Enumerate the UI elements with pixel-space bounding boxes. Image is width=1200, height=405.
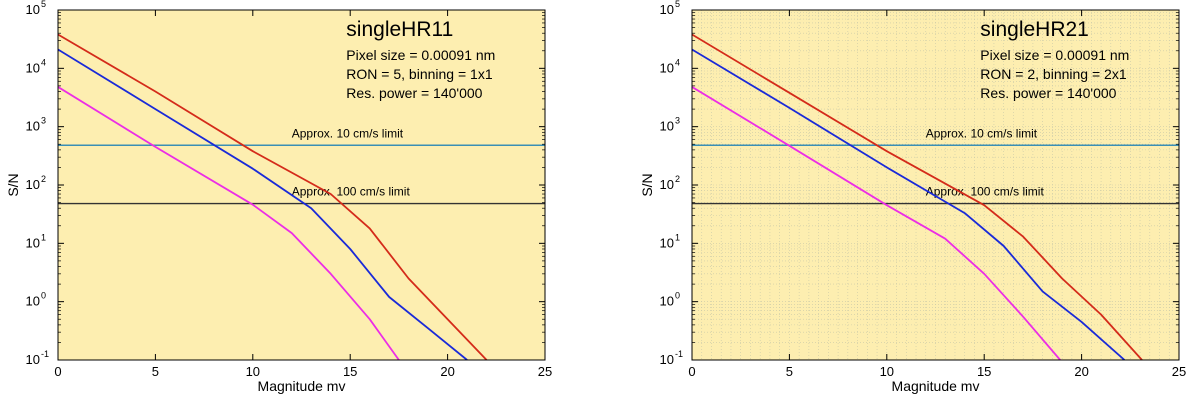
series-line-2 bbox=[692, 48, 1126, 360]
limit-label-1: Approx. 10 cm/s limit bbox=[926, 126, 1038, 140]
chart-info-line-1: Pixel size = 0.00091 nm bbox=[346, 47, 495, 63]
chart-info-line-2: RON = 5, binning = 1x1 bbox=[346, 66, 493, 82]
y-tick-exponent: 0 bbox=[675, 291, 680, 301]
y-tick-exponent: 2 bbox=[41, 174, 46, 184]
series-line-1 bbox=[692, 33, 1143, 360]
y-tick-exponent: 1 bbox=[675, 232, 680, 242]
x-tick-label: 25 bbox=[1172, 364, 1186, 379]
y-tick-exponent: -1 bbox=[675, 349, 683, 359]
y-tick-label: 10 bbox=[660, 60, 674, 75]
series-line-1 bbox=[58, 33, 488, 360]
y-tick-exponent: 4 bbox=[41, 57, 46, 67]
x-tick-label: 0 bbox=[54, 364, 61, 379]
y-tick-label: 10 bbox=[660, 119, 674, 134]
x-tick-label: 0 bbox=[688, 364, 695, 379]
chart-title: singleHR21 bbox=[980, 18, 1089, 41]
y-tick-label: 10 bbox=[660, 352, 674, 367]
x-tick-label: 10 bbox=[880, 364, 894, 379]
chart-title: singleHR11 bbox=[346, 18, 453, 41]
y-tick-exponent: 1 bbox=[41, 232, 46, 242]
y-tick-exponent: -1 bbox=[41, 349, 49, 359]
y-tick-label: 10 bbox=[26, 2, 40, 17]
y-tick-label: 10 bbox=[660, 235, 674, 250]
x-tick-label: 20 bbox=[1074, 364, 1088, 379]
y-axis-label: S/N bbox=[639, 173, 655, 196]
plot-frame bbox=[57, 9, 546, 361]
y-tick-exponent: 3 bbox=[675, 116, 680, 126]
x-tick-label: 10 bbox=[246, 364, 260, 379]
y-tick-exponent: 4 bbox=[675, 57, 680, 67]
y-tick-exponent: 3 bbox=[41, 116, 46, 126]
minor-grid bbox=[691, 10, 1180, 361]
plot-frame bbox=[691, 9, 1180, 361]
y-tick-exponent: 5 bbox=[41, 0, 46, 9]
plot-background bbox=[58, 10, 545, 360]
y-tick-label: 10 bbox=[26, 294, 40, 309]
limit-label-2: Approx. 100 cm/s limit bbox=[292, 185, 411, 199]
x-tick-label: 15 bbox=[977, 364, 991, 379]
y-tick-label: 10 bbox=[660, 294, 674, 309]
y-tick-label: 10 bbox=[26, 352, 40, 367]
chart-info-line-2: RON = 2, binning = 2x1 bbox=[980, 66, 1127, 82]
y-tick-exponent: 5 bbox=[675, 0, 680, 9]
y-tick-exponent: 2 bbox=[675, 174, 680, 184]
chart-info-line-1: Pixel size = 0.00091 nm bbox=[980, 47, 1129, 63]
y-tick-label: 10 bbox=[26, 177, 40, 192]
x-tick-label: 5 bbox=[152, 364, 159, 379]
series-line-2 bbox=[58, 48, 468, 360]
x-tick-label: 20 bbox=[440, 364, 454, 379]
y-axis-label: S/N bbox=[5, 173, 21, 196]
y-tick-label: 10 bbox=[660, 177, 674, 192]
x-tick-label: 5 bbox=[786, 364, 793, 379]
y-tick-label: 10 bbox=[26, 235, 40, 250]
x-axis-label: Magnitude mv bbox=[258, 378, 346, 394]
y-tick-exponent: 0 bbox=[41, 291, 46, 301]
y-tick-label: 10 bbox=[660, 2, 674, 17]
limit-label-2: Approx. 100 cm/s limit bbox=[926, 185, 1045, 199]
chart-info-line-3: Res. power = 140'000 bbox=[346, 85, 482, 101]
chart-info-line-3: Res. power = 140'000 bbox=[980, 85, 1116, 101]
limit-label-1: Approx. 10 cm/s limit bbox=[292, 126, 404, 140]
y-tick-label: 10 bbox=[26, 119, 40, 134]
series-line-3 bbox=[58, 86, 400, 360]
x-tick-label: 15 bbox=[343, 364, 357, 379]
y-tick-label: 10 bbox=[26, 60, 40, 75]
series-line-3 bbox=[692, 86, 1061, 360]
x-axis-label: Magnitude mv bbox=[892, 378, 980, 394]
x-tick-label: 25 bbox=[538, 364, 552, 379]
